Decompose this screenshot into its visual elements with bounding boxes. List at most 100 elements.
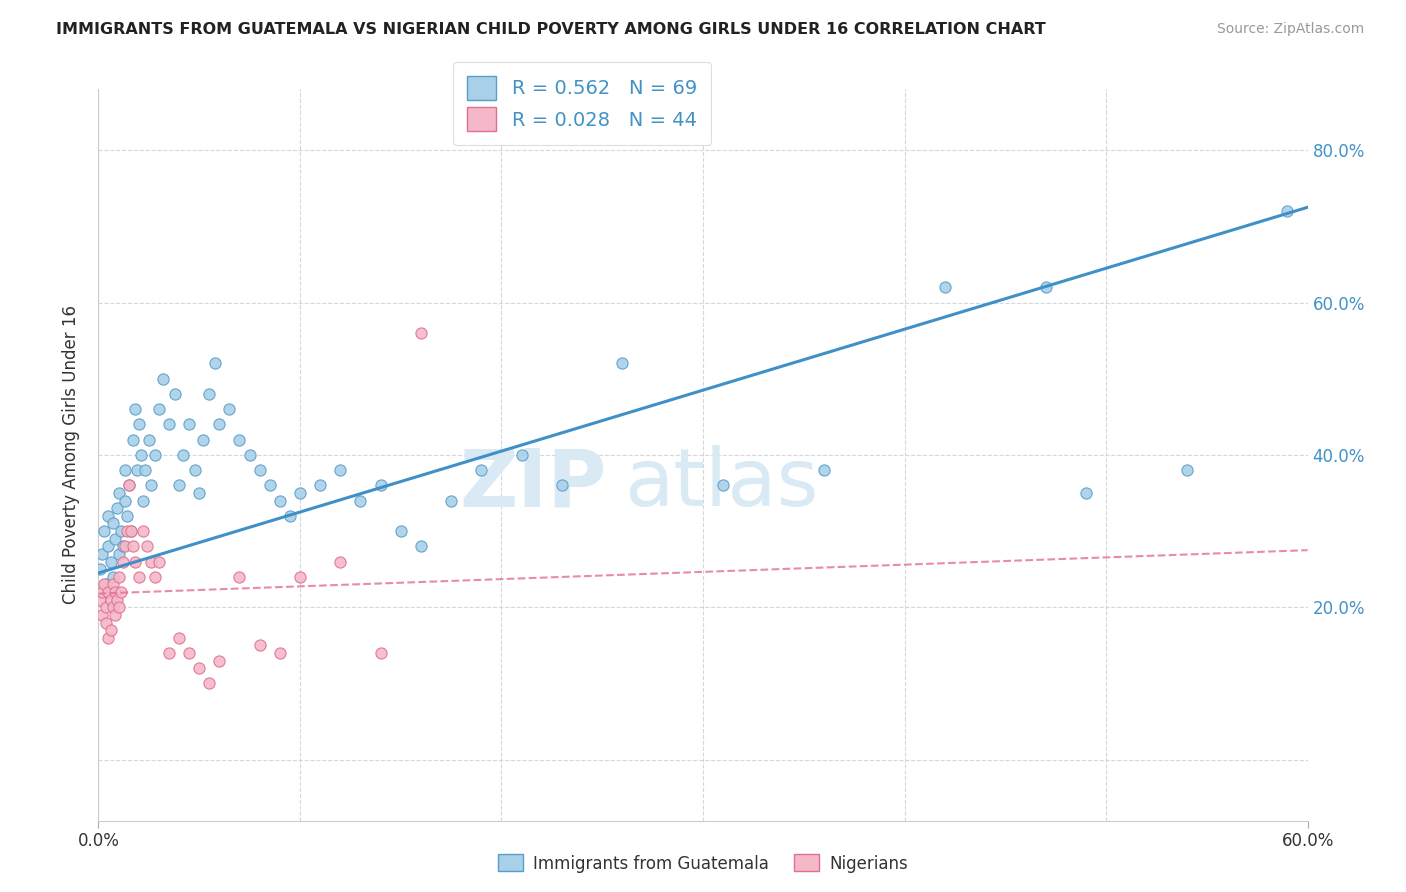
Point [103, 585, 125, 599]
Point [813, 463, 835, 477]
Point [114, 493, 136, 508]
Point [148, 555, 170, 569]
Point [198, 387, 221, 401]
Point [228, 433, 250, 447]
Point [110, 524, 132, 538]
Point [239, 448, 262, 462]
Point [96, 577, 118, 591]
Point [172, 448, 194, 462]
Point [100, 623, 122, 637]
Point [711, 478, 734, 492]
Text: IMMIGRANTS FROM GUATEMALA VS NIGERIAN CHILD POVERTY AMONG GIRLS UNDER 16 CORRELA: IMMIGRANTS FROM GUATEMALA VS NIGERIAN CH… [56, 22, 1046, 37]
Point [96, 600, 118, 615]
Point [1277, 204, 1299, 219]
Point [551, 478, 574, 492]
Point [148, 402, 170, 417]
Point [218, 402, 240, 417]
Point [100, 592, 122, 607]
Point [132, 493, 155, 508]
Y-axis label: Child Poverty Among Girls Under 16: Child Poverty Among Girls Under 16 [62, 305, 80, 605]
Point [198, 676, 221, 690]
Point [134, 463, 156, 477]
Point [114, 463, 136, 477]
Point [97, 508, 120, 523]
Point [167, 631, 190, 645]
Point [124, 402, 146, 417]
Point [143, 448, 166, 462]
Point [139, 555, 162, 569]
Point [249, 639, 271, 653]
Legend: Immigrants from Guatemala, Nigerians: Immigrants from Guatemala, Nigerians [492, 847, 914, 880]
Text: atlas: atlas [624, 445, 818, 524]
Point [114, 539, 136, 553]
Point [269, 493, 291, 508]
Point [124, 555, 146, 569]
Point [409, 326, 432, 340]
Point [96, 615, 118, 630]
Point [349, 493, 371, 508]
Point [1035, 280, 1057, 294]
Point [128, 570, 150, 584]
Point [91, 607, 114, 622]
Point [1175, 463, 1198, 477]
Point [612, 356, 634, 371]
Point [107, 486, 129, 500]
Point [440, 493, 463, 508]
Point [97, 631, 120, 645]
Point [115, 524, 138, 538]
Point [288, 570, 311, 584]
Point [470, 463, 492, 477]
Point [101, 577, 124, 591]
Point [101, 516, 124, 531]
Point [118, 478, 141, 492]
Point [278, 508, 301, 523]
Point [288, 486, 311, 500]
Point [132, 524, 155, 538]
Point [89, 562, 111, 576]
Point [510, 448, 533, 462]
Point [121, 539, 143, 553]
Point [329, 555, 352, 569]
Point [107, 547, 129, 561]
Point [97, 585, 120, 599]
Point [110, 585, 132, 599]
Point [100, 555, 122, 569]
Point [143, 570, 166, 584]
Point [249, 463, 271, 477]
Point [188, 486, 211, 500]
Point [204, 356, 226, 371]
Point [89, 592, 111, 607]
Point [179, 417, 201, 432]
Point [115, 508, 138, 523]
Point [125, 463, 148, 477]
Point [409, 539, 432, 553]
Point [118, 478, 141, 492]
Point [157, 417, 180, 432]
Point [111, 539, 134, 553]
Point [93, 577, 115, 591]
Point [128, 417, 150, 432]
Point [120, 524, 142, 538]
Point [107, 570, 129, 584]
Point [129, 448, 152, 462]
Point [329, 463, 352, 477]
Point [152, 372, 174, 386]
Point [188, 661, 211, 675]
Point [167, 478, 190, 492]
Point [103, 532, 125, 546]
Point [91, 585, 114, 599]
Point [105, 592, 128, 607]
Legend: R = 0.562   N = 69, R = 0.028   N = 44: R = 0.562 N = 69, R = 0.028 N = 44 [454, 62, 710, 145]
Point [139, 478, 162, 492]
Point [111, 555, 134, 569]
Point [934, 280, 956, 294]
Point [208, 654, 231, 668]
Point [157, 646, 180, 660]
Point [179, 646, 201, 660]
Point [138, 433, 160, 447]
Point [193, 433, 215, 447]
Point [269, 646, 291, 660]
Point [163, 387, 186, 401]
Text: ZIP: ZIP [458, 445, 606, 524]
Point [120, 524, 142, 538]
